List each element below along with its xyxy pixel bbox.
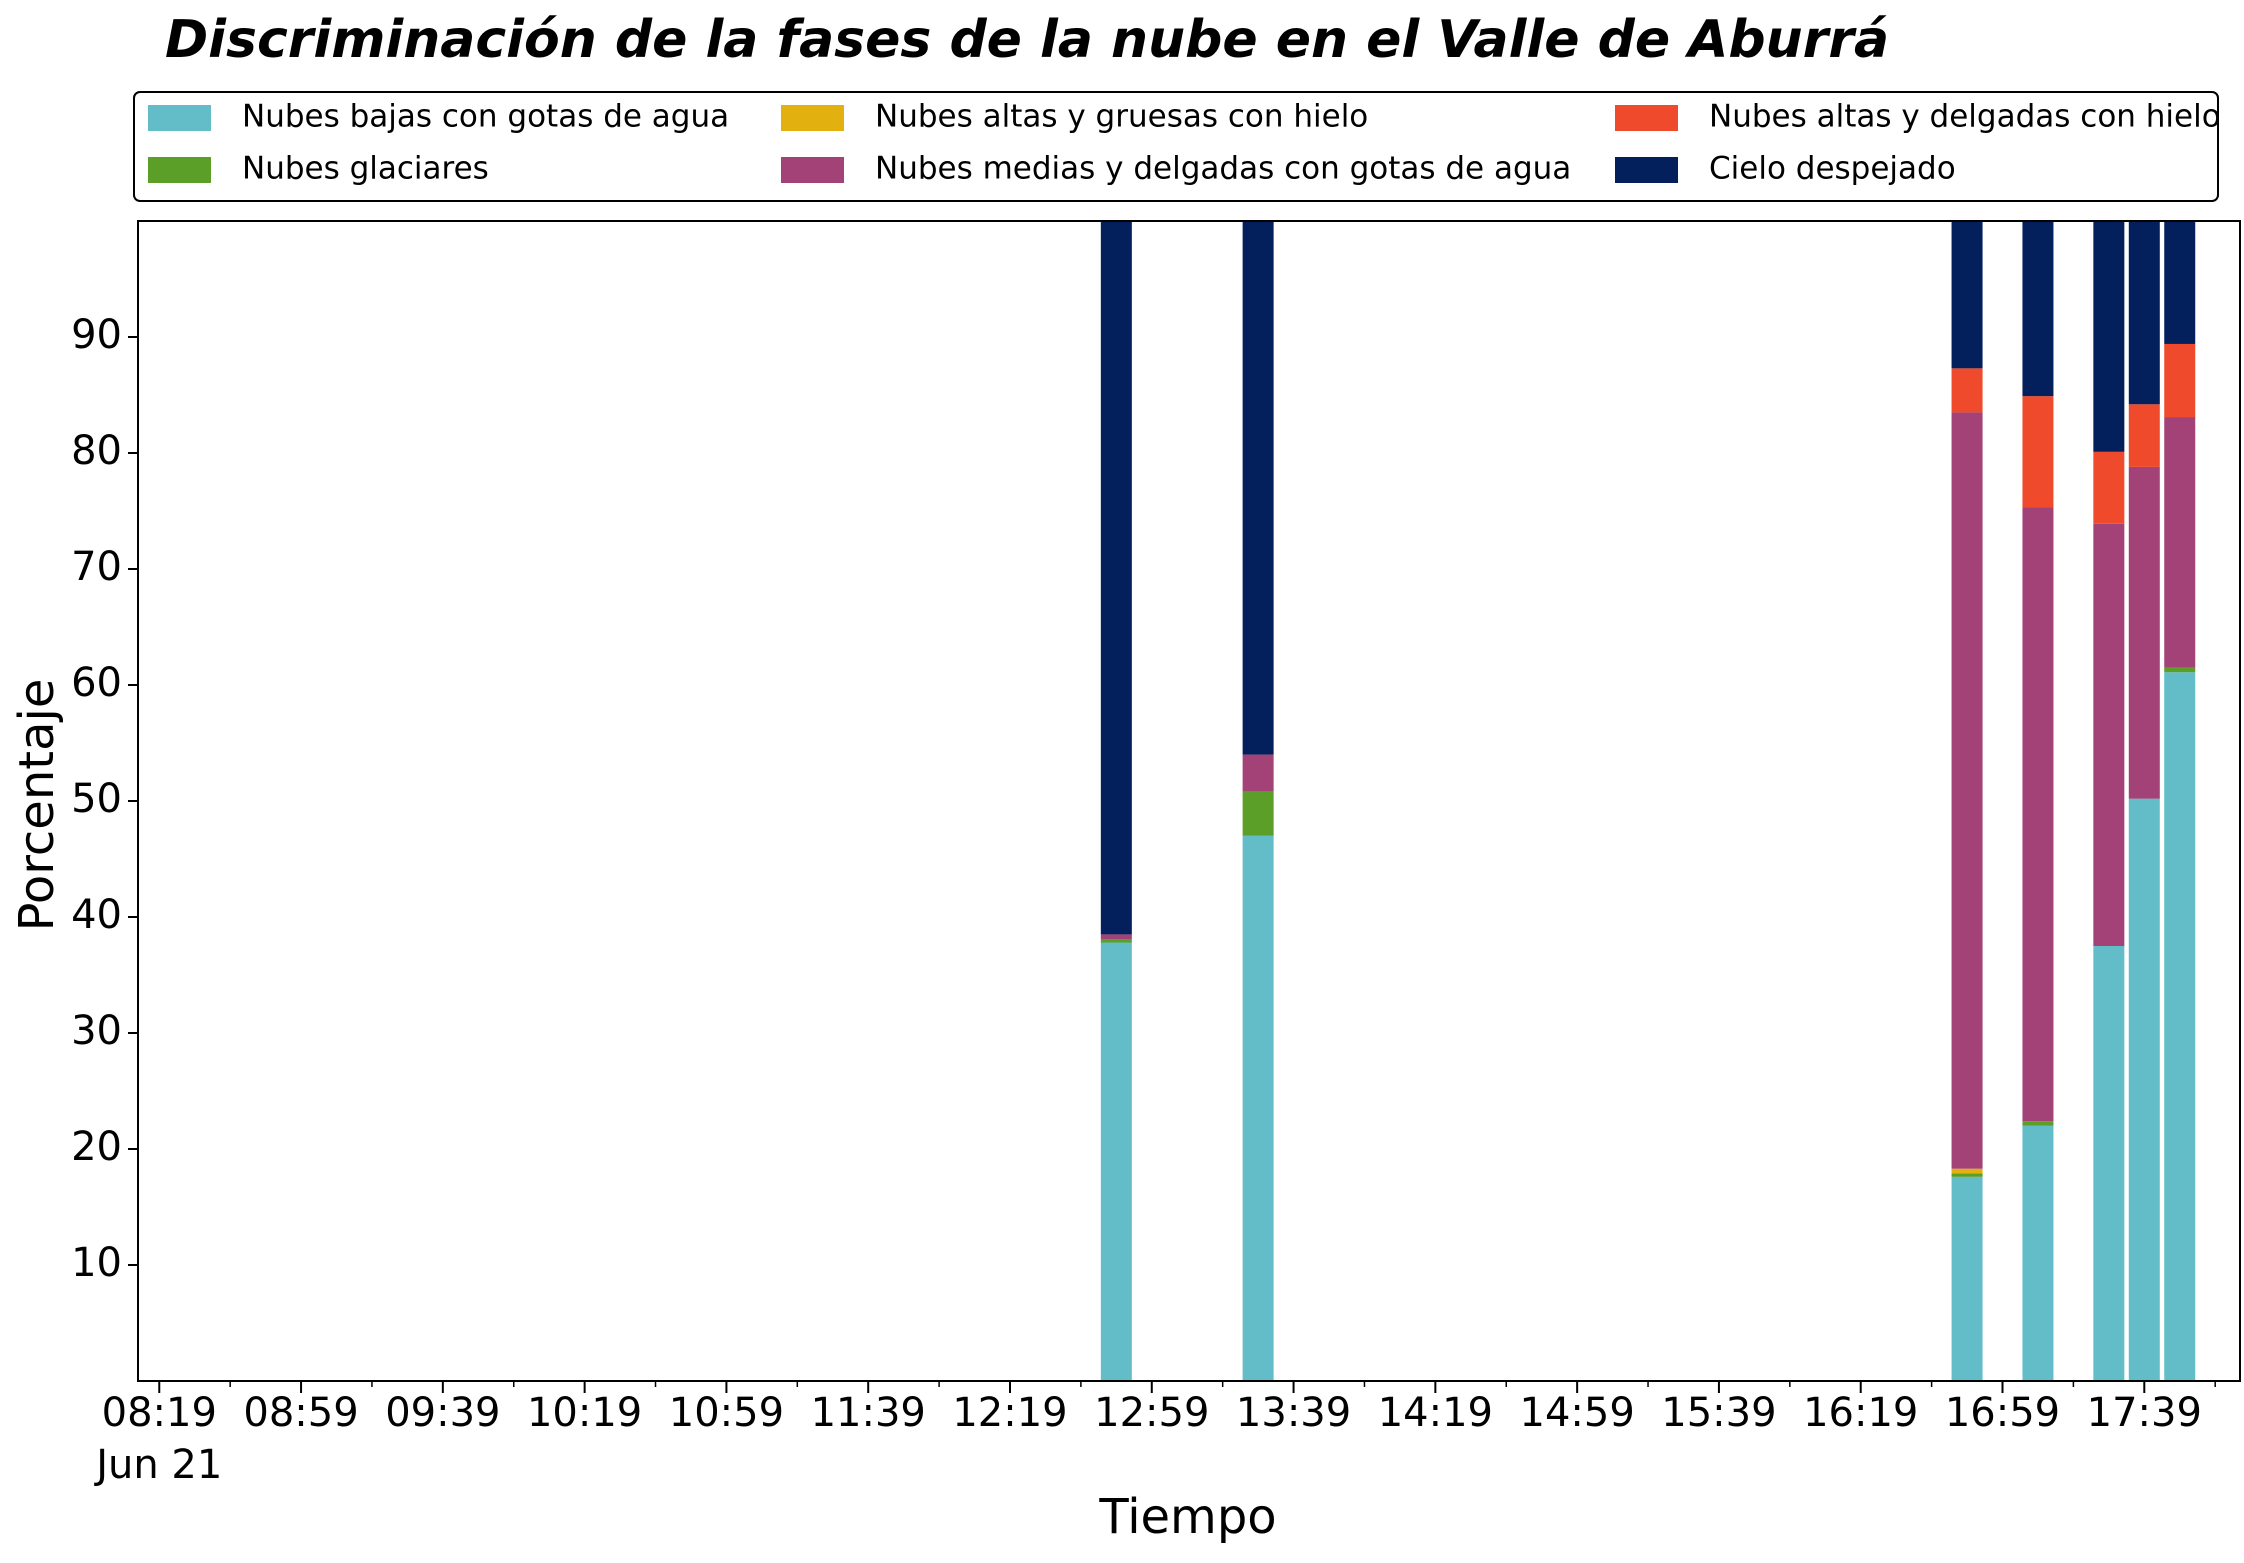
- x-tick-label: 08:59: [243, 1390, 358, 1436]
- y-tick-label: 20: [71, 1124, 122, 1170]
- bar-segment: [2093, 451, 2125, 524]
- bar-segment: [2022, 1121, 2054, 1126]
- legend-swatch: [781, 105, 844, 131]
- x-tick-label: 17:39: [2087, 1390, 2202, 1436]
- y-tick-label: 80: [71, 428, 122, 474]
- bar-segment: [1242, 791, 1274, 836]
- legend-box: [133, 91, 2219, 202]
- bar-segment: [2164, 672, 2196, 1381]
- bar-segment: [2022, 507, 2054, 1122]
- bar-segment: [1951, 1176, 1983, 1381]
- bar-segment: [1951, 1168, 1983, 1174]
- bar-segment: [2128, 466, 2160, 799]
- bar-segment: [2022, 221, 2054, 397]
- legend-swatch: [148, 105, 211, 131]
- y-axis-label: Porcentaje: [9, 679, 65, 932]
- plot-frame: [137, 220, 2241, 1382]
- x-tick-label: 14:59: [1520, 1390, 1635, 1436]
- x-tick-label: 11:39: [811, 1390, 926, 1436]
- legend-label: Nubes altas y gruesas con hielo: [875, 99, 1368, 135]
- x-date-label: Jun 21: [93, 1442, 222, 1488]
- y-tick-label: 40: [71, 892, 122, 938]
- bar-segment: [1951, 221, 1983, 369]
- bar-segment: [2164, 343, 2196, 418]
- bar-segment: [1100, 221, 1132, 935]
- x-axis-label: Tiempo: [1098, 1489, 1276, 1545]
- legend-label: Cielo despejado: [1709, 151, 1956, 187]
- bar-segment: [1242, 835, 1274, 1381]
- x-tick-label: 15:39: [1661, 1390, 1776, 1436]
- y-tick-label: 90: [71, 312, 122, 358]
- legend-label: Nubes bajas con gotas de agua: [242, 99, 729, 135]
- bar-segment: [2128, 221, 2160, 405]
- x-tick-label: 16:59: [1945, 1390, 2060, 1436]
- bar-segment: [1951, 1173, 1983, 1177]
- x-tick-label: 08:19: [102, 1390, 217, 1436]
- bar-segment: [2128, 404, 2160, 467]
- bar-segment: [1242, 754, 1274, 792]
- bar-segment: [2164, 417, 2196, 668]
- chart-title: Discriminación de la fases de la nube en…: [165, 10, 1889, 70]
- y-tick-label: 70: [71, 544, 122, 590]
- bar-segment: [2093, 221, 2125, 452]
- bar-segment: [1100, 939, 1132, 943]
- x-tick-label: 12:19: [952, 1390, 1067, 1436]
- x-tick-label: 09:39: [385, 1390, 500, 1436]
- legend-swatch: [781, 157, 844, 183]
- bar-segment: [2164, 667, 2196, 673]
- y-tick-label: 50: [71, 776, 122, 822]
- legend-swatch: [1615, 105, 1678, 131]
- legend-label: Nubes medias y delgadas con gotas de agu…: [875, 151, 1571, 187]
- bar-segment: [2093, 523, 2125, 946]
- x-tick-label: 10:59: [669, 1390, 784, 1436]
- legend-swatch: [1615, 157, 1678, 183]
- legend-label: Nubes altas y delgadas con hielo: [1709, 99, 2221, 135]
- bar-segment: [2164, 221, 2196, 344]
- bar-segment: [1242, 221, 1274, 755]
- x-tick-label: 16:19: [1803, 1390, 1918, 1436]
- legend-swatch: [148, 157, 211, 183]
- bar-segment: [2022, 396, 2054, 508]
- bar-segment: [1100, 942, 1132, 1381]
- bar-segment: [1100, 934, 1132, 940]
- bar-segment: [2093, 946, 2125, 1381]
- x-tick-label: 13:39: [1236, 1390, 1351, 1436]
- y-tick-label: 10: [71, 1240, 122, 1286]
- y-tick-label: 60: [71, 660, 122, 706]
- bar-segment: [2128, 798, 2160, 1381]
- legend-label: Nubes glaciares: [242, 151, 489, 187]
- x-tick-label: 14:19: [1378, 1390, 1493, 1436]
- bar-segment: [1951, 412, 1983, 1169]
- y-tick-label: 30: [71, 1008, 122, 1054]
- x-tick-label: 12:59: [1094, 1390, 1209, 1436]
- x-tick-label: 10:19: [527, 1390, 642, 1436]
- bar-segment: [2022, 1125, 2054, 1381]
- bar-segment: [1951, 368, 1983, 413]
